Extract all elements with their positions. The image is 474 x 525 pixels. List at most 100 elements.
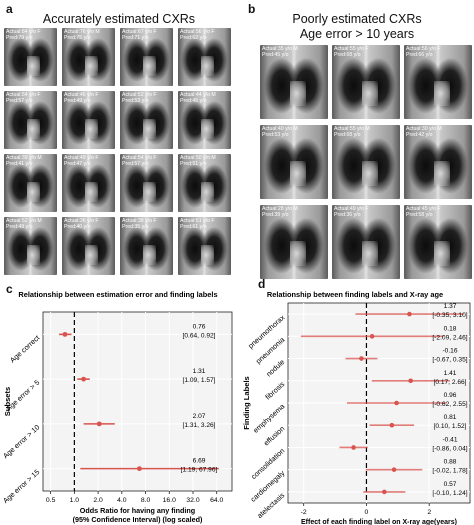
ci-label: [-0.35, 3.10] [432, 312, 467, 319]
cxr-image: Actual:35 y/o M Pred:45 y/o [260, 45, 328, 119]
cxr-actual-age: Actual:50 y/o M [180, 155, 216, 161]
cxr-pred-age: Pred:71 y/o [122, 35, 149, 41]
point-estimate [81, 376, 87, 382]
cxr-actual-age: Actual:52 y/o M [6, 218, 42, 224]
cxr-actual-age: Actual:45 y/o F [406, 206, 441, 212]
ci-label: [-0.10, 1.24] [432, 490, 467, 497]
cxr-image: Actual:56 y/o F Pred:62 y/o [178, 28, 231, 86]
cxr-pred-age: Pred:45 y/o [180, 98, 207, 104]
ci-label: [0.64, 0.92] [183, 332, 216, 339]
cxr-actual-age: Actual:38 y/o F [122, 218, 157, 224]
value-label: 6.69 [193, 458, 206, 465]
cxr-actual-age: Actual:46 y/o F [64, 92, 99, 98]
panel-b-title-line1: Poorly estimated CXRs [292, 12, 422, 26]
cxr-image: Actual:46 y/o F Pred:49 y/o [62, 91, 115, 149]
x-tick-label: 1.0 [70, 497, 80, 504]
cxr-pred-age: Pred:47 y/o [64, 161, 91, 167]
cxr-image: Actual:49 y/o F Pred:36 y/o [332, 205, 400, 279]
ci-label: [-0.86, 0.04] [432, 445, 467, 452]
ci-label: [-2.09, 2.46] [432, 334, 467, 341]
cxr-actual-age: Actual:39 y/o M [6, 155, 42, 161]
point-estimate [389, 422, 395, 428]
cxr-pred-age: Pred:58 y/o [406, 212, 433, 218]
point-estimate [382, 489, 387, 495]
cxr-image: Actual:50 y/o M Pred:51 y/o [178, 154, 231, 212]
chart-d: Relationship between finding labels and … [242, 290, 471, 525]
x-tick-label: 16.0 [163, 497, 176, 504]
cxr-image: Actual:40 y/o M Pred:53 y/o [260, 125, 328, 199]
ci-label: [-0.62, 2.55] [432, 401, 467, 408]
value-label: 0.88 [444, 459, 457, 466]
cxr-actual-age: Actual:56 y/o F [406, 46, 441, 52]
category-tick-label: effusion [262, 424, 287, 447]
ci-label: [1.19, 67.96] [181, 467, 218, 474]
x-tick-label: 8.0 [141, 497, 151, 504]
panel-c-label: c [6, 282, 13, 296]
cxr-image: Actual:55 y/o M Pred:68 y/o [332, 125, 400, 199]
cxr-image: Actual:38 y/o F Pred:35 y/o [120, 217, 173, 275]
value-label: 2.07 [193, 413, 206, 420]
cxr-image: Actual:39 y/o M Pred:41 y/o [4, 154, 57, 212]
cxr-image: Actual:67 y/o F Pred:71 y/o [120, 28, 173, 86]
cxr-pred-age: Pred:75 y/o [64, 35, 91, 41]
point-estimate [62, 331, 68, 337]
x-tick-label: 0 [365, 509, 369, 516]
ci-label: [-0.02, 1.78] [432, 468, 467, 475]
cxr-pred-age: Pred:36 y/o [334, 212, 361, 218]
chart-c-title: Relationship between estimation error an… [18, 290, 217, 299]
cxr-actual-age: Actual:30 y/o M [406, 126, 442, 132]
x-tick-label: 2 [427, 509, 431, 516]
cxr-actual-age: Actual:84 y/o F [6, 29, 41, 35]
x-axis-label-line1: Odds Ratio for having any finding [80, 506, 195, 515]
ci-label: [1.09, 1.57] [183, 377, 216, 384]
cxr-actual-age: Actual:55 y/o F [334, 46, 369, 52]
point-estimate [391, 467, 397, 472]
point-estimate [408, 378, 413, 384]
value-label: -0.16 [442, 348, 457, 355]
panel-a-label: a [6, 2, 13, 16]
cxr-image: Actual:84 y/o F Pred:79 y/o [4, 28, 57, 86]
cxr-pred-age: Pred:42 y/o [406, 132, 433, 138]
cxr-actual-age: Actual:76 y/o M [64, 29, 100, 35]
point-estimate [394, 400, 399, 406]
cxr-pred-age: Pred:53 y/o [122, 98, 149, 104]
cxr-actual-age: Actual:49 y/o F [334, 206, 369, 212]
cxr-image: Actual:30 y/o M Pred:42 y/o [404, 125, 472, 199]
panel-d-label: d [258, 277, 266, 291]
x-tick-label: 32.0 [186, 497, 199, 504]
category-tick-label: nodule [264, 357, 286, 378]
panel-b-label: b [248, 2, 256, 16]
cxr-pred-age: Pred:41 y/o [6, 161, 33, 167]
cxr-actual-age: Actual:40 y/o M [262, 126, 298, 132]
cxr-actual-age: Actual:35 y/o M [262, 46, 298, 52]
panel-a-title: Accurately estimated CXRs [42, 12, 196, 26]
cxr-image: Actual:36 y/o F Pred:40 y/o [62, 217, 115, 275]
cxr-actual-age: Actual:61 y/o F [180, 218, 215, 224]
cxr-pred-age: Pred:62 y/o [180, 35, 207, 41]
cxr-pred-age: Pred:51 y/o [180, 161, 207, 167]
cxr-image: Actual:28 y/o M Pred:39 y/o [260, 205, 328, 279]
cxr-image: Actual:54 y/o F Pred:57 y/o [120, 154, 173, 212]
category-tick-label: fibrosis [263, 379, 286, 401]
value-label: 1.41 [444, 370, 457, 377]
cxr-actual-age: Actual:52 y/o F [122, 92, 157, 98]
cxr-image: Actual:54 y/o F Pred:57 y/o [4, 91, 57, 149]
cxr-image: Actual:76 y/o M Pred:75 y/o [62, 28, 115, 86]
cxr-actual-age: Actual:36 y/o F [64, 218, 99, 224]
cxr-image: Actual:44 y/o M Pred:45 y/o [178, 91, 231, 149]
cxr-pred-age: Pred:57 y/o [122, 161, 149, 167]
ci-label: [1.31, 3.26] [183, 422, 216, 429]
y-axis-label: Finding Labels [242, 376, 251, 430]
ci-label: [0.10, 1.52] [434, 423, 467, 430]
ci-label: [0.17, 2.66] [434, 379, 467, 386]
category-tick-label: Age correct [8, 333, 41, 364]
cxr-image: Actual:56 y/o F Pred:66 y/o [404, 45, 472, 119]
ci-label: [-0.67, 0.35] [432, 357, 467, 364]
point-estimate [359, 356, 364, 361]
cxr-actual-age: Actual:56 y/o F [180, 29, 215, 35]
cxr-image: Actual:52 y/o F Pred:53 y/o [120, 91, 173, 149]
panel-b-title-line2: Age error > 10 years [299, 27, 415, 41]
value-label: 0.81 [444, 414, 457, 421]
chart-d-title: Relationship between finding labels and … [267, 290, 443, 299]
cxr-image: Actual:49 y/o F Pred:47 y/o [62, 154, 115, 212]
